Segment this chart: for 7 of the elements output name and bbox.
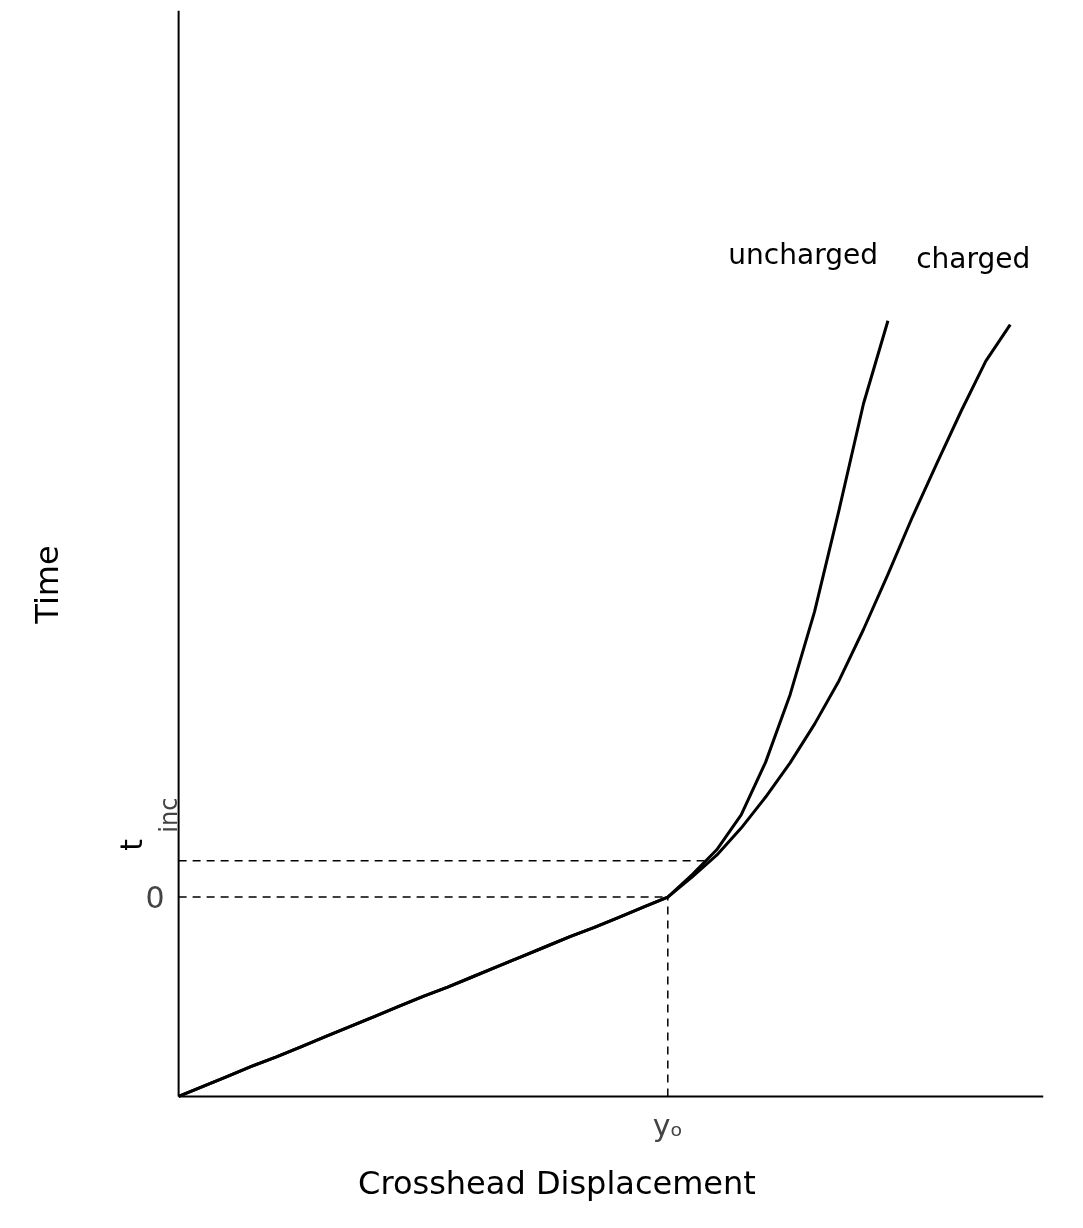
y-axis-title: Time xyxy=(27,545,66,625)
ref-line-label: 0 xyxy=(145,880,165,916)
text: yₒ xyxy=(652,1108,683,1144)
ref-line-label: tinc xyxy=(113,797,183,851)
series-label: charged xyxy=(916,241,1031,275)
series-label: uncharged xyxy=(728,237,878,271)
x-axis-title: Crosshead Displacement xyxy=(358,1163,756,1202)
